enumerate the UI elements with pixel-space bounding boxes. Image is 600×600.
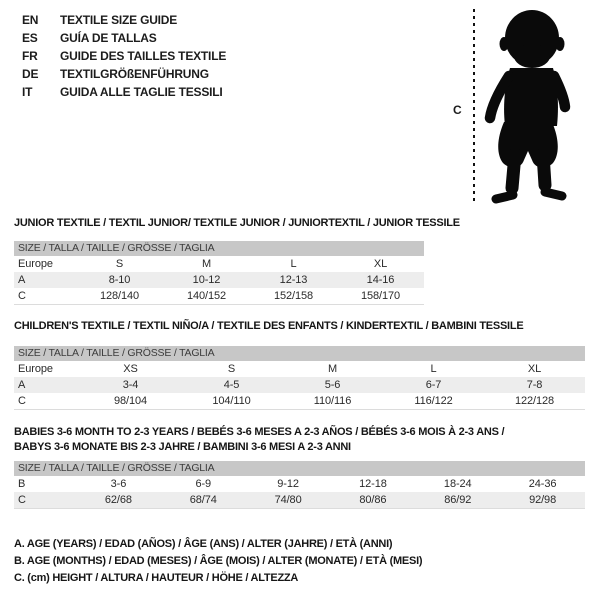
list-item: IT GUIDA ALLE TAGLIE TESSILI — [22, 83, 226, 101]
table-title: JUNIOR TEXTILE / TEXTIL JUNIOR/ TEXTILE … — [14, 217, 460, 229]
table-cell: 7-8 — [526, 379, 543, 391]
height-marker-label: C — [453, 103, 462, 117]
table-cell: 62/68 — [104, 494, 132, 506]
table-row: A 8-10 10-12 12-13 14-16 — [14, 272, 424, 288]
row-label: A — [18, 379, 26, 391]
table-title: BABIES 3-6 MONTH TO 2-3 YEARS / BEBÉS 3-… — [14, 425, 585, 455]
table-cell: 5-6 — [324, 379, 341, 391]
table-cell: S — [115, 258, 124, 270]
table-cell: 116/122 — [414, 395, 453, 407]
table-cell: M — [327, 363, 338, 375]
table-cell: 80/86 — [359, 494, 387, 506]
row-label: A — [18, 274, 26, 286]
table-row: Europe S M L XL — [14, 256, 424, 272]
language-code: FR — [22, 49, 38, 63]
footnotes: A. AGE (YEARS) / EDAD (AÑOS) / ÂGE (ANS)… — [14, 536, 423, 587]
table-cell: 8-10 — [108, 274, 131, 286]
children-size-table: CHILDREN'S TEXTILE / TEXTIL NIÑO/A / TEX… — [14, 320, 585, 410]
guide-title: TEXTILGRÖßENFÜHRUNG — [60, 67, 209, 81]
table-cell: 86/92 — [444, 494, 472, 506]
list-item: FR GUIDE DES TAILLES TEXTILE — [22, 47, 226, 65]
table-cell: 18-24 — [443, 478, 472, 490]
table-cell: 122/128 — [514, 395, 555, 407]
table-cell: 9-12 — [277, 478, 299, 490]
table-cell: M — [201, 258, 212, 270]
list-item: DE TEXTILGRÖßENFÜHRUNG — [22, 65, 226, 83]
table-cell: 3-6 — [110, 478, 127, 490]
table-cell: 110/116 — [313, 395, 352, 407]
height-dotted-line — [473, 9, 475, 203]
row-label: Europe — [18, 258, 53, 270]
guide-title: GUIDA ALLE TAGLIE TESSILI — [60, 85, 223, 99]
table-cell: 6-9 — [195, 478, 212, 490]
size-header-bar: SIZE / TALLA / TAILLE / GRÖSSE / TAGLIA — [14, 241, 424, 256]
table-cell: XS — [123, 363, 138, 375]
guide-title: GUIDE DES TAILLES TEXTILE — [60, 49, 227, 63]
footnote-b: B. AGE (MONTHS) / EDAD (MESES) / ÂGE (MO… — [14, 555, 423, 567]
table-cell: XL — [527, 363, 542, 375]
table-cell: 92/98 — [529, 494, 557, 506]
table-row: C 128/140 140/152 152/158 158/170 — [14, 288, 424, 305]
table-cell: S — [227, 363, 236, 375]
table-title-line1: BABIES 3-6 MONTH TO 2-3 YEARS / BEBÉS 3-… — [14, 426, 505, 438]
junior-size-table: JUNIOR TEXTILE / TEXTIL JUNIOR/ TEXTILE … — [14, 217, 460, 305]
list-item: EN TEXTILE SIZE GUIDE — [22, 11, 226, 29]
table-row: A 3-4 4-5 5-6 6-7 7-8 — [14, 377, 585, 393]
table-cell: L — [430, 363, 437, 375]
table-cell: 158/170 — [360, 290, 401, 302]
row-label: Europe — [18, 363, 53, 375]
babies-size-table: BABIES 3-6 MONTH TO 2-3 YEARS / BEBÉS 3-… — [14, 425, 585, 509]
size-header-bar: SIZE / TALLA / TAILLE / GRÖSSE / TAGLIA — [14, 346, 585, 361]
height-figure: C — [440, 0, 600, 215]
table-cell: 68/74 — [189, 494, 217, 506]
table-title-line2: BABYS 3-6 MONATE BIS 2-3 JAHRE / BAMBINI… — [14, 441, 351, 453]
table-cell: 14-16 — [366, 274, 395, 286]
row-label: C — [18, 290, 26, 302]
table-cell: 98/104 — [113, 395, 148, 407]
table-cell: 12-13 — [279, 274, 308, 286]
language-code: IT — [22, 85, 33, 99]
table-cell: 6-7 — [425, 379, 442, 391]
table-cell: 3-4 — [122, 379, 139, 391]
list-item: ES GUÍA DE TALLAS — [22, 29, 226, 47]
table-row: C 62/68 68/74 74/80 80/86 86/92 92/98 — [14, 492, 585, 509]
table-row: C 98/104 104/110 110/116 116/122 122/128 — [14, 393, 585, 410]
row-label: C — [18, 395, 26, 407]
table-row: Europe XS S M L XL — [14, 361, 585, 377]
table-cell: 12-18 — [359, 478, 387, 490]
table-cell: 4-5 — [223, 379, 240, 391]
footnote-a: A. AGE (YEARS) / EDAD (AÑOS) / ÂGE (ANS)… — [14, 538, 393, 550]
table-cell: 152/158 — [273, 290, 314, 302]
footnote-c: C. (cm) HEIGHT / ALTURA / HAUTEUR / HÖHE… — [14, 572, 299, 584]
table-cell: 10-12 — [192, 274, 221, 286]
language-code: EN — [22, 13, 39, 27]
row-label: C — [18, 494, 26, 506]
table-cell: 128/140 — [99, 290, 140, 302]
guide-title: GUÍA DE TALLAS — [60, 31, 157, 45]
toddler-silhouette-icon — [484, 10, 571, 204]
row-label: B — [18, 478, 26, 490]
table-title: CHILDREN'S TEXTILE / TEXTIL NIÑO/A / TEX… — [14, 320, 524, 332]
table-cell: 140/152 — [186, 290, 227, 302]
language-code: ES — [22, 31, 38, 45]
size-header-bar: SIZE / TALLA / TAILLE / GRÖSSE / TAGLIA — [14, 461, 585, 476]
language-title-list: EN TEXTILE SIZE GUIDE ES GUÍA DE TALLAS … — [22, 11, 226, 101]
table-row: B 3-6 6-9 9-12 12-18 18-24 24-36 — [14, 476, 585, 492]
table-cell: 24-36 — [528, 478, 557, 490]
table-cell: 74/80 — [274, 494, 302, 506]
table-cell: L — [290, 258, 297, 270]
language-code: DE — [22, 67, 39, 81]
table-cell: XL — [373, 258, 388, 270]
guide-title: TEXTILE SIZE GUIDE — [60, 13, 178, 27]
table-cell: 104/110 — [212, 395, 251, 407]
